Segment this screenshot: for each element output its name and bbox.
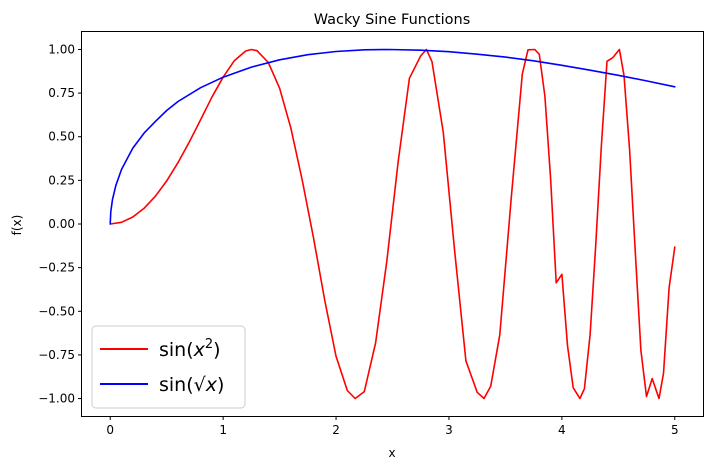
y-tick-label: −0.75 xyxy=(38,348,75,362)
x-tick-label: 4 xyxy=(558,423,566,437)
x-axis-label: x xyxy=(388,446,395,460)
y-axis-label: f(x) xyxy=(10,215,24,236)
y-tick-label: 1.00 xyxy=(48,42,75,56)
y-tick-label: 0.75 xyxy=(48,86,75,100)
y-tick-label: −0.50 xyxy=(38,304,75,318)
chart-title: Wacky Sine Functions xyxy=(314,12,471,28)
plot-area xyxy=(109,48,676,400)
x-tick-label: 1 xyxy=(219,423,227,437)
y-tick-label: −0.25 xyxy=(38,261,75,275)
series-line-1 xyxy=(109,48,676,225)
y-tick-label: 0.00 xyxy=(48,217,75,231)
x-tick-label: 2 xyxy=(332,423,340,437)
series-line-0 xyxy=(109,48,676,400)
legend-frame xyxy=(91,325,246,409)
y-tick-label: −1.00 xyxy=(38,392,75,406)
legend-label-sin-sqrt-x: sin(√x) xyxy=(159,374,224,396)
plot-frame xyxy=(81,31,704,417)
legend: sin(x2) sin(√x) xyxy=(91,325,246,409)
x-tick-label: 0 xyxy=(106,423,114,437)
x-tick-label: 5 xyxy=(671,423,679,437)
y-tick-label: 0.50 xyxy=(48,130,75,144)
legend-label-sin-x-squared: sin(x2) xyxy=(159,337,221,361)
axis-ticks: 0 1 2 3 4 5 1.00 0.75 0.50 0.25 0.00 −0.25 −0.50 −0.7… xyxy=(38,42,678,437)
x-tick-label: 3 xyxy=(445,423,453,437)
y-tick-label: 0.25 xyxy=(48,173,75,187)
